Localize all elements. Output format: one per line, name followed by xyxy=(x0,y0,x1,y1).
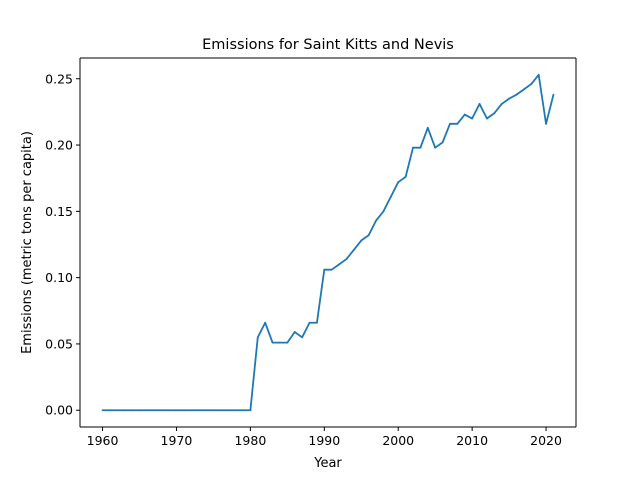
data-point xyxy=(397,181,400,184)
y-tick-label: 0.05 xyxy=(45,336,73,351)
data-point xyxy=(316,321,318,324)
x-tick-label: 1990 xyxy=(308,433,340,448)
data-point xyxy=(338,263,340,266)
data-point xyxy=(109,409,111,412)
data-point xyxy=(508,97,510,100)
data-point xyxy=(530,83,533,85)
data-point xyxy=(256,336,259,339)
data-point xyxy=(434,146,437,149)
data-point xyxy=(279,341,281,344)
data-point xyxy=(500,103,503,105)
data-point xyxy=(360,239,363,242)
data-point xyxy=(537,73,540,76)
data-point xyxy=(345,258,348,260)
data-point xyxy=(123,409,126,412)
data-point xyxy=(323,268,326,271)
data-point xyxy=(456,122,459,125)
data-point xyxy=(182,409,185,412)
y-tick-label: 0.00 xyxy=(45,403,73,418)
data-point xyxy=(522,88,525,91)
data-point xyxy=(301,336,304,339)
data-point xyxy=(426,126,429,129)
data-point xyxy=(449,122,451,125)
x-tick-label: 1980 xyxy=(234,433,266,448)
data-point xyxy=(463,113,466,116)
data-point xyxy=(197,409,200,412)
y-tick-label: 0.10 xyxy=(45,270,73,285)
data-point xyxy=(101,409,104,412)
data-point xyxy=(264,321,267,324)
data-point xyxy=(271,341,274,344)
data-point xyxy=(382,210,385,213)
data-point xyxy=(352,248,355,251)
x-tick-label: 1960 xyxy=(87,433,119,448)
y-tick-label: 0.25 xyxy=(45,71,73,86)
data-point xyxy=(175,409,178,412)
data-point xyxy=(486,117,488,120)
data-point xyxy=(308,321,311,324)
data-point xyxy=(234,409,237,412)
data-point xyxy=(389,195,392,198)
data-point xyxy=(493,112,496,115)
data-point xyxy=(286,341,289,344)
data-point xyxy=(219,409,222,412)
axes-frame xyxy=(79,57,577,428)
data-point xyxy=(146,409,148,412)
data-point xyxy=(419,146,422,149)
data-point xyxy=(293,331,296,333)
data-point xyxy=(168,409,170,412)
data-point xyxy=(131,409,134,412)
data-point xyxy=(249,409,252,412)
data-point xyxy=(205,409,207,412)
data-point xyxy=(545,122,547,125)
data-point xyxy=(212,409,215,412)
data-point xyxy=(367,234,370,237)
data-point xyxy=(330,268,333,271)
x-tick-label: 1970 xyxy=(161,433,193,448)
data-point xyxy=(153,409,156,412)
data-point xyxy=(412,146,414,149)
y-tick-label: 0.20 xyxy=(45,138,73,153)
y-tick-label: 0.15 xyxy=(45,204,73,219)
plot-area xyxy=(80,58,576,427)
data-point xyxy=(515,93,518,96)
x-tick-label: 2010 xyxy=(456,433,488,448)
data-point xyxy=(375,219,377,222)
x-tick-label: 2020 xyxy=(530,433,562,448)
data-point xyxy=(471,117,474,120)
x-axis-label: Year xyxy=(313,456,342,471)
data-point xyxy=(160,409,163,412)
chart-title: Emissions for Saint Kitts and Nevis xyxy=(202,37,454,53)
data-point xyxy=(552,93,555,96)
y-axis-label: Emissions (metric tons per capita) xyxy=(20,131,35,354)
data-point xyxy=(242,409,244,412)
data-point xyxy=(116,409,119,412)
data-point xyxy=(138,409,141,412)
series-line-0 xyxy=(102,73,555,412)
data-point xyxy=(190,409,193,412)
x-tick-label: 2000 xyxy=(382,433,414,448)
data-point xyxy=(441,141,444,144)
data-point xyxy=(404,175,407,178)
data-point xyxy=(478,103,481,105)
data-point xyxy=(227,409,230,412)
